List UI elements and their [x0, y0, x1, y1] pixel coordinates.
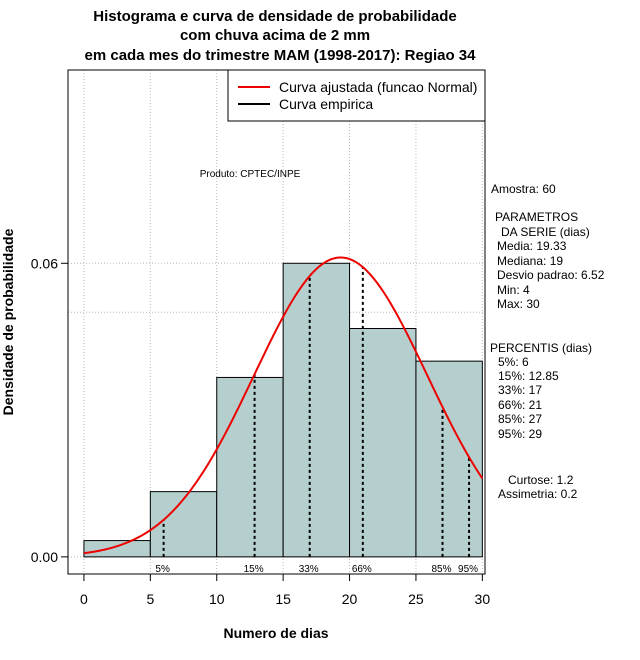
histogram-bar	[282, 262, 351, 558]
percentiles-title: PERCENTIS (dias)	[490, 341, 592, 355]
percentile-85: 85%: 27	[498, 412, 542, 426]
percentile-label: 95%	[458, 564, 478, 575]
product-note: Produto: CPTEC/INPE	[200, 169, 301, 180]
y-tick-label: 0.00	[31, 549, 58, 565]
param-mean: Media: 19.33	[497, 239, 567, 253]
histogram-bar	[83, 540, 151, 558]
percentile-15: 15%: 12.85	[498, 369, 559, 383]
normal-fit-curve	[83, 256, 484, 555]
x-tick-label: 30	[475, 591, 491, 607]
param-sd: Desvio padrao: 6.52	[497, 268, 605, 282]
x-tick-label: 25	[408, 591, 424, 607]
legend: Curva ajustada (funcao Normal) Curva emp…	[227, 69, 486, 122]
percentile-label: 85%	[431, 564, 451, 575]
x-axis-label: Numero de dias	[223, 625, 328, 641]
histogram-bar	[216, 376, 284, 558]
x-tick-label: 5	[146, 591, 154, 607]
legend-label-fitted: Curva ajustada (funcao Normal)	[279, 79, 477, 95]
y-axis: 0.00 0.06	[31, 255, 69, 565]
skewness: Assimetria: 0.2	[498, 487, 578, 501]
percentile-33: 33%: 17	[498, 383, 542, 397]
percentile-95: 95%: 29	[498, 427, 542, 441]
x-tick-label: 15	[275, 591, 291, 607]
y-axis-label: Densidade de probabilidade	[0, 228, 16, 415]
histogram-bar	[415, 360, 483, 558]
param-max: Max: 30	[497, 297, 540, 311]
x-tick-label: 20	[342, 591, 358, 607]
legend-label-empirical: Curva empirica	[279, 96, 373, 112]
curve-layer	[83, 256, 484, 555]
param-min: Min: 4	[497, 283, 530, 297]
percentile-5: 5%: 6	[498, 355, 529, 369]
histogram-bar	[349, 328, 417, 558]
params-title-2: DA SERIE (dias)	[501, 225, 590, 239]
percentile-label: 5%	[155, 564, 170, 575]
param-median: Mediana: 19	[497, 254, 563, 268]
percentile-label: 15%	[244, 564, 264, 575]
params-title-1: PARAMETROS	[495, 210, 578, 224]
bars-layer	[83, 262, 483, 558]
legend-box	[227, 69, 486, 122]
histogram-bar	[149, 491, 218, 558]
percentile-markers: 5% 15% 33% 66% 85% 95%	[155, 267, 478, 575]
chart-title-line-2: com chuva acima de 2 mm	[180, 27, 370, 44]
percentile-label: 66%	[352, 564, 372, 575]
stats-panel: Amostra: 60 PARAMETROS DA SERIE (dias) M…	[490, 182, 605, 501]
x-tick-label: 10	[209, 591, 225, 607]
chart-title-line-1: Histograma e curva de densidade de proba…	[93, 8, 456, 25]
x-axis: 0 5 10 15 20 25 30	[80, 573, 491, 607]
sample-size: Amostra: 60	[491, 182, 556, 196]
percentile-label: 33%	[299, 564, 319, 575]
x-tick-label: 0	[80, 591, 88, 607]
kurtosis: Curtose: 1.2	[508, 473, 574, 487]
chart-title-line-3: em cada mes do trimestre MAM (1998-2017)…	[85, 47, 477, 64]
y-tick-label: 0.06	[31, 255, 58, 271]
percentile-66: 66%: 21	[498, 398, 542, 412]
